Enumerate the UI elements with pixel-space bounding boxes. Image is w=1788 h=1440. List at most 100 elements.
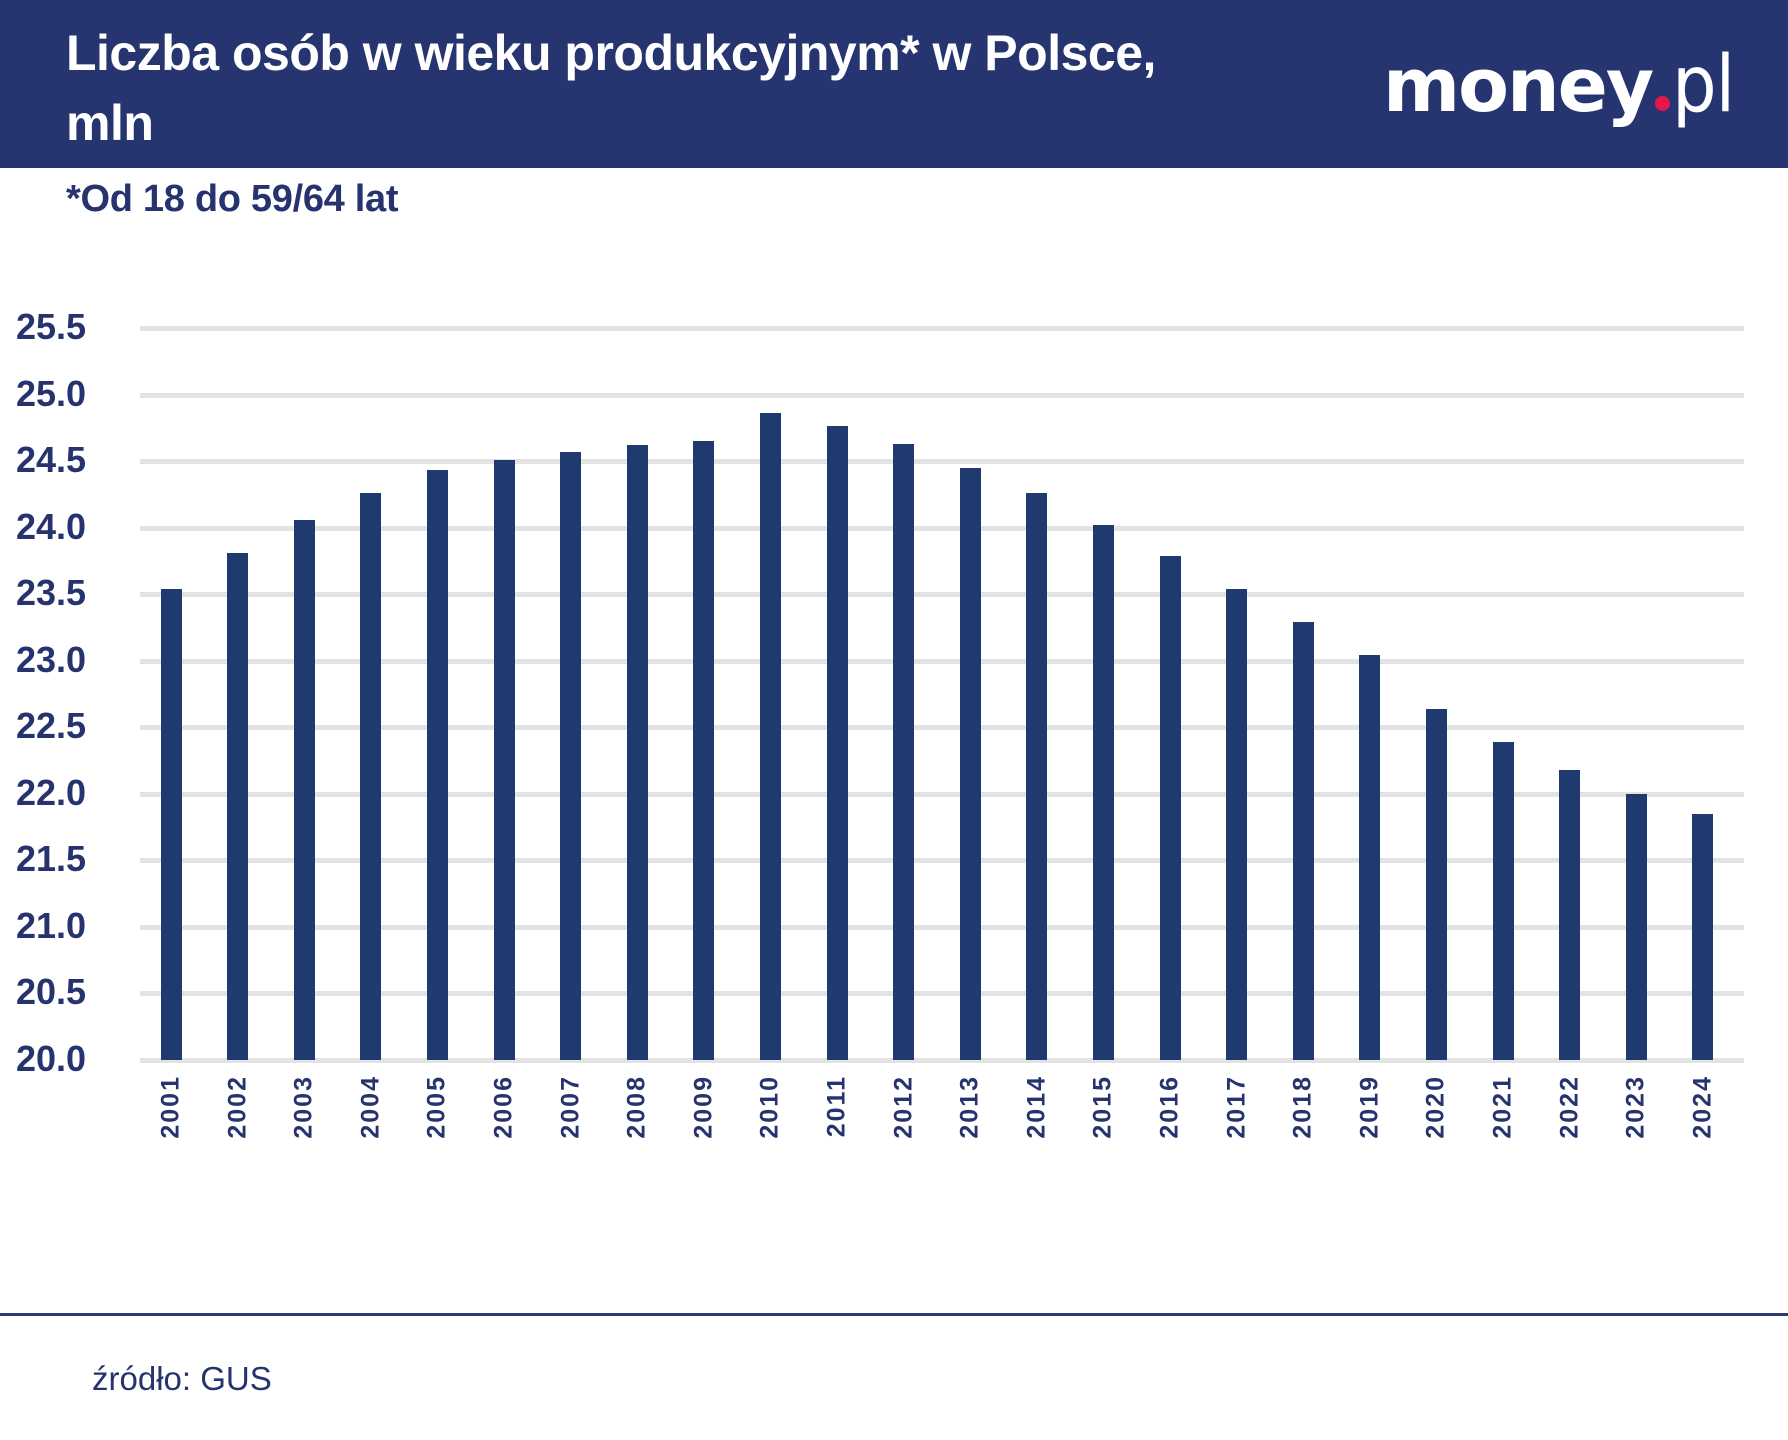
- x-axis-tick-label: 2017: [1222, 1075, 1252, 1165]
- gridline: [140, 658, 1744, 664]
- bar-2023: [1625, 793, 1647, 1060]
- x-axis-tick-label: 2004: [356, 1075, 386, 1165]
- x-axis-year-text: 2005: [422, 1075, 451, 1139]
- x-axis-year-text: 2024: [1688, 1075, 1717, 1139]
- y-axis-tick-label: 21.5: [16, 838, 87, 880]
- x-axis-tick-label: 2015: [1088, 1075, 1118, 1165]
- gridline: [140, 725, 1744, 731]
- y-axis-tick-label: 23.5: [16, 572, 87, 614]
- bar-2012: [893, 443, 915, 1060]
- x-axis-year-text: 2003: [289, 1075, 318, 1139]
- bar-2015: [1092, 524, 1114, 1060]
- x-axis-year-text: 2019: [1355, 1075, 1384, 1139]
- logo-suffix: pl: [1672, 40, 1735, 130]
- x-axis-tick-label: 2022: [1555, 1075, 1585, 1165]
- y-axis-tick-label: 20.0: [16, 1038, 87, 1079]
- money-pl-logo: money pl: [1383, 40, 1735, 140]
- gridline: [140, 592, 1744, 598]
- bar-2006: [493, 459, 515, 1060]
- chart-subtitle: *Od 18 do 59/64 lat: [66, 178, 399, 220]
- gridline: [140, 924, 1744, 930]
- gridline: [140, 791, 1744, 797]
- gridline: [140, 459, 1744, 465]
- footer-divider: [0, 1313, 1788, 1316]
- bar-2018: [1292, 622, 1314, 1060]
- x-axis-tick-label: 2021: [1488, 1075, 1518, 1165]
- source-note: źródło: GUS: [92, 1360, 272, 1397]
- x-axis-year-text: 2022: [1555, 1075, 1584, 1139]
- x-axis-tick-label: 2006: [489, 1075, 519, 1165]
- x-axis-tick-label: 2010: [755, 1075, 785, 1165]
- bar-2009: [693, 441, 715, 1060]
- y-axis-tick-label: 24.0: [16, 505, 87, 547]
- gridline: [140, 991, 1744, 997]
- logo-wordmark: money: [1383, 43, 1654, 129]
- bar-2005: [426, 470, 448, 1060]
- y-axis-tick-label: 22.5: [16, 705, 87, 747]
- x-axis-tick-label: 2003: [289, 1075, 319, 1165]
- bar-2010: [759, 413, 781, 1060]
- x-axis-year-text: 2010: [755, 1075, 784, 1139]
- x-axis-year-text: 2018: [1288, 1075, 1317, 1139]
- bar-2014: [1026, 493, 1048, 1060]
- x-axis-year-text: 2017: [1222, 1075, 1251, 1139]
- x-axis-year-text: 2011: [822, 1075, 851, 1138]
- bar-2020: [1425, 708, 1447, 1060]
- x-axis-tick-label: 2009: [689, 1075, 719, 1165]
- x-axis-tick-label: 2018: [1288, 1075, 1318, 1165]
- bar-2022: [1559, 769, 1581, 1060]
- x-axis-tick-label: 2020: [1421, 1075, 1451, 1165]
- bar-2013: [959, 467, 981, 1060]
- gridline: [140, 858, 1744, 864]
- x-axis-tick-label: 2005: [422, 1075, 452, 1165]
- bar-2011: [826, 426, 848, 1060]
- x-axis-year-text: 2006: [489, 1075, 518, 1139]
- x-axis-year-text: 2021: [1488, 1075, 1517, 1139]
- x-axis-year-text: 2012: [889, 1075, 918, 1139]
- x-axis-tick-label: 2008: [622, 1075, 652, 1165]
- x-axis-year-text: 2014: [1022, 1075, 1051, 1139]
- y-axis-tick-label: 20.5: [16, 971, 87, 1013]
- bar-chart-plot-area: 25.5 25.0 24.5 24.0 23.5 23.0 22.5 22.0 21.5 21.0…: [16, 306, 1744, 1165]
- bar-2024: [1692, 813, 1714, 1060]
- x-axis-year-text: 2015: [1088, 1075, 1117, 1139]
- x-axis-year-text: 2013: [955, 1075, 984, 1139]
- x-axis-year-text: 2016: [1155, 1075, 1184, 1139]
- y-axis-tick-label: 23.0: [16, 638, 87, 680]
- x-axis-year-text: 2001: [156, 1075, 185, 1139]
- bar-2003: [293, 519, 315, 1060]
- chart-title-line-1: Liczba osób w wieku produkcyjnym* w Pols…: [66, 25, 1156, 81]
- x-axis-tick-label: 2014: [1022, 1075, 1052, 1165]
- y-axis-tick-label: 21.0: [16, 904, 87, 946]
- logo-red-dot-icon: [1655, 96, 1671, 111]
- y-axis-tick-label: 22.0: [16, 771, 87, 813]
- x-axis-tick-label: 2011: [822, 1075, 852, 1165]
- bar-2007: [560, 451, 582, 1060]
- y-axis-tick-label: 25.5: [16, 306, 87, 347]
- x-axis-tick-label: 2013: [955, 1075, 985, 1165]
- x-axis-year-text: 2002: [223, 1075, 252, 1139]
- bar-2008: [626, 445, 648, 1060]
- chart-title-line-2: mln: [66, 95, 154, 151]
- x-axis-year-text: 2007: [556, 1075, 585, 1139]
- bar-2021: [1492, 741, 1514, 1060]
- x-axis-tick-label: 2019: [1355, 1075, 1385, 1165]
- gridline: [140, 392, 1744, 398]
- x-axis-tick-label: 2007: [556, 1075, 586, 1165]
- gridline: [140, 1058, 1744, 1063]
- bar-2002: [227, 552, 249, 1060]
- bar-2019: [1359, 655, 1381, 1060]
- gridline: [140, 326, 1744, 331]
- x-axis-tick-label: 2012: [889, 1075, 919, 1165]
- x-axis-tick-label: 2002: [223, 1075, 253, 1165]
- x-axis-tick-label: 2001: [156, 1075, 186, 1165]
- x-axis-year-text: 2008: [622, 1075, 651, 1139]
- x-axis-year-text: 2009: [689, 1075, 718, 1139]
- y-axis-tick-label: 25.0: [16, 372, 87, 414]
- bar-2017: [1226, 588, 1248, 1060]
- y-axis-tick-label: 24.5: [16, 439, 87, 481]
- bar-2016: [1159, 555, 1181, 1060]
- bar-2001: [160, 588, 182, 1060]
- chart-title: Liczba osób w wieku produkcyjnym* w Pols…: [66, 18, 1366, 158]
- x-axis-tick-label: 2024: [1688, 1075, 1718, 1165]
